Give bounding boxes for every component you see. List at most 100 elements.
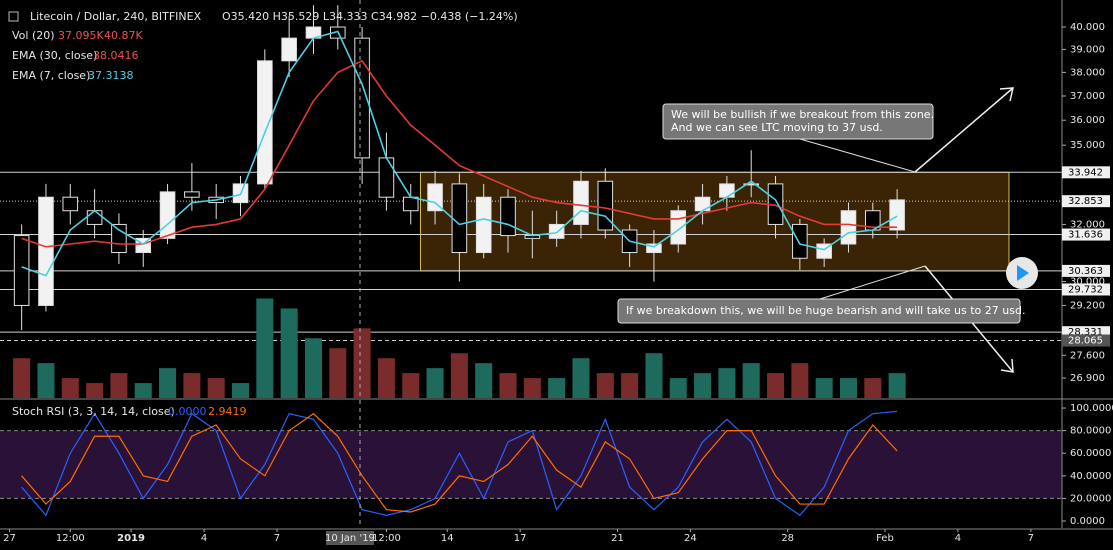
candle-body <box>354 37 370 159</box>
candle-body <box>38 196 54 306</box>
zone <box>419 171 1010 272</box>
level-label: 29.732 <box>1068 284 1103 295</box>
candle-body <box>159 191 176 239</box>
x-tick-label: 12:00 <box>56 533 85 544</box>
y-tick-label: 20.0000 <box>1070 493 1111 504</box>
volume-bar <box>329 348 347 398</box>
x-tick-label: 7 <box>1028 533 1034 544</box>
volume-bar <box>718 368 736 398</box>
candle-body <box>573 180 589 225</box>
volume-bar <box>475 363 493 398</box>
level-label: 28.331 <box>1068 327 1103 338</box>
legend-value: 0.0000 <box>168 405 207 418</box>
y-tick-label: 0.0000 <box>1070 516 1105 527</box>
stoch-line <box>21 412 898 513</box>
volume-bar <box>256 298 274 398</box>
candle-body <box>792 223 808 259</box>
legend-name: Vol (20) <box>12 29 55 42</box>
volume-bar <box>207 378 225 398</box>
x-tick-label: 24 <box>684 533 697 544</box>
annotation-text: If we breakdown this, we will be huge be… <box>626 304 1025 317</box>
volume-bar <box>13 358 31 398</box>
volume-bar <box>791 363 809 398</box>
level-label: 33.942 <box>1068 167 1103 178</box>
level-label-box <box>1062 283 1110 296</box>
candle-body <box>597 180 614 231</box>
volume-bar <box>280 308 298 398</box>
legend-value: 38.0416 <box>93 49 139 62</box>
level-label: 32.853 <box>1068 196 1103 207</box>
annotation-box[interactable] <box>662 103 934 140</box>
legend-value: 37.095K <box>58 29 104 42</box>
ema-line <box>21 59 898 248</box>
y-tick-label: 40.0000 <box>1070 471 1111 482</box>
candle-body <box>646 243 662 254</box>
volume-bar <box>694 373 712 398</box>
x-tick-label: 28 <box>781 533 794 544</box>
legend-value: 2.9419 <box>208 405 247 418</box>
level-label-box <box>1062 264 1110 277</box>
volume-bar <box>304 338 322 398</box>
y-tick-label: 26.900 <box>1070 373 1105 384</box>
candle-body <box>670 210 687 245</box>
volume-bar <box>61 378 79 398</box>
y-tick-label: 36.000 <box>1070 115 1105 126</box>
x-tick-label: 17 <box>514 533 527 544</box>
x-tick-label: Feb <box>876 533 894 544</box>
y-tick-label: 30.000 <box>1070 277 1105 288</box>
x-tick-label: 14 <box>441 533 454 544</box>
x-tick-label: 7 <box>274 533 280 544</box>
volume-bar <box>669 378 687 398</box>
stoch-band <box>0 430 1062 499</box>
y-tick-label: 60.0000 <box>1070 448 1111 459</box>
arrow <box>914 87 1014 173</box>
candle-body <box>889 199 905 231</box>
volume-bar <box>815 378 833 398</box>
collapse-icon[interactable] <box>8 11 19 22</box>
x-tick-label: 27 <box>3 533 16 544</box>
ohlc-readout: O35.420 H35.529 L34.333 C34.982 −0.438 (… <box>222 10 518 23</box>
y-tick-label: 80.0000 <box>1070 426 1111 437</box>
candle-body <box>281 37 297 62</box>
play-icon <box>1017 265 1029 281</box>
y-tick-label: 37.000 <box>1070 91 1105 102</box>
candle-body <box>184 191 200 198</box>
indicator-title: Stoch RSI (3, 3, 14, 14, close) <box>12 405 175 418</box>
x-tick-label: 21 <box>611 533 624 544</box>
volume-bar <box>523 378 541 398</box>
arrow-head <box>999 87 1014 102</box>
volume-bar <box>645 353 663 398</box>
x-tick-label: 2019 <box>117 533 145 544</box>
annotation-text: And we can see LTC moving to 37 usd. <box>671 121 883 134</box>
annotation-text: We will be bullish if we breakout from t… <box>671 108 934 121</box>
candle-body <box>13 235 30 306</box>
volume-bar <box>134 383 152 398</box>
candle-body <box>743 183 760 186</box>
plot-area <box>0 5 1062 517</box>
volume-bar <box>742 363 760 398</box>
annotation-box[interactable] <box>617 298 1021 324</box>
candle-body <box>257 60 273 185</box>
volume-bar <box>402 373 420 398</box>
y-tick-label: 100.0000 <box>1070 403 1113 414</box>
candle-body <box>86 210 103 225</box>
volume-bar <box>839 378 857 398</box>
volume-bar <box>232 383 250 398</box>
stoch-line <box>21 410 898 517</box>
volume-bar <box>110 373 128 398</box>
axes: 40.000 39.000 38.000 37.000 36.000 35.000 32.0… <box>3 22 1113 545</box>
volume-bar <box>621 373 639 398</box>
volume-bar <box>37 363 55 398</box>
candle-body <box>719 183 735 198</box>
symbol-title: Litecoin / Dollar, 240, BITFINEX <box>30 10 202 23</box>
volume-bar <box>888 373 906 398</box>
level-label-box <box>1062 228 1110 241</box>
ema-line <box>21 30 898 277</box>
candle-body <box>402 196 419 212</box>
candle-body <box>475 196 492 254</box>
candle-body <box>451 183 468 254</box>
level-label-box <box>1062 334 1110 347</box>
y-tick-label: 38.000 <box>1070 67 1105 78</box>
y-tick-label: 27.600 <box>1070 350 1105 361</box>
